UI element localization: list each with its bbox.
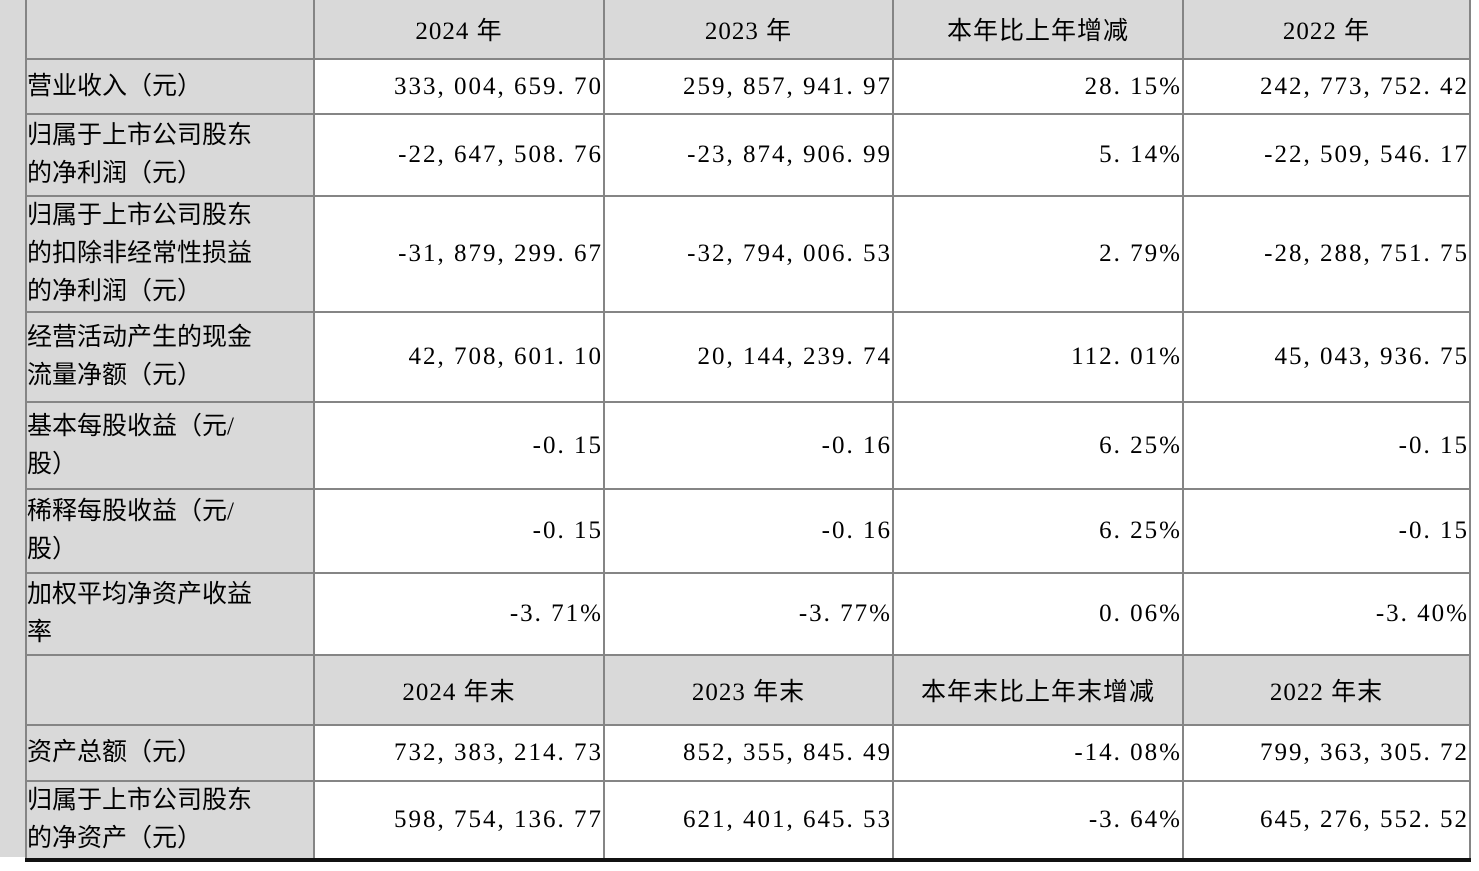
row-label-cell: 基本每股收益（元/ 股） bbox=[25, 401, 315, 490]
value-cell: 28. 15% bbox=[892, 58, 1184, 115]
value-cell: -0. 16 bbox=[603, 401, 894, 490]
value-cell: 732, 383, 214. 73 bbox=[313, 724, 605, 782]
value-cell: -3. 77% bbox=[603, 572, 894, 656]
value-cell: 112. 01% bbox=[892, 311, 1184, 403]
value-cell: 645, 276, 552. 52 bbox=[1182, 780, 1471, 862]
period-header-cell: 2022 年 bbox=[1182, 0, 1471, 60]
row-label-cell: 归属于上市公司股东 的净利润（元） bbox=[25, 113, 315, 197]
table-row: 加权平均净资产收益 率 -3. 71% -3. 77% 0. 06% -3. 40% bbox=[25, 572, 1471, 656]
period-header-row: 2024 年 2023 年本年比上年增减 2022 年 bbox=[25, 0, 1471, 60]
value-cell: -31, 879, 299. 67 bbox=[313, 195, 605, 313]
table-row: 资产总额（元） 732, 383, 214. 73 852, 355, 845. 4… bbox=[25, 724, 1471, 782]
value-cell: -0. 16 bbox=[603, 488, 894, 574]
value-cell: -0. 15 bbox=[1182, 488, 1471, 574]
value-cell: -0. 15 bbox=[313, 488, 605, 574]
value-cell: 621, 401, 645. 53 bbox=[603, 780, 894, 862]
table-row: 基本每股收益（元/ 股） -0. 15 -0. 16 6. 25% -0. 15 bbox=[25, 401, 1471, 490]
header-spacer-cell bbox=[25, 654, 315, 726]
value-cell: 5. 14% bbox=[892, 113, 1184, 197]
row-label-cell: 营业收入（元） bbox=[25, 58, 315, 115]
value-cell: 6. 25% bbox=[892, 488, 1184, 574]
value-cell: 20, 144, 239. 74 bbox=[603, 311, 894, 403]
value-cell: -3. 64% bbox=[892, 780, 1184, 862]
value-cell: -32, 794, 006. 53 bbox=[603, 195, 894, 313]
value-cell: 6. 25% bbox=[892, 401, 1184, 490]
row-label-cell: 加权平均净资产收益 率 bbox=[25, 572, 315, 656]
period-header-cell: 2023 年末 bbox=[603, 654, 894, 726]
value-cell: 598, 754, 136. 77 bbox=[313, 780, 605, 862]
table-row: 稀释每股收益（元/ 股） -0. 15 -0. 16 6. 25% -0. 15 bbox=[25, 488, 1471, 574]
period-header-cell: 2024 年 bbox=[313, 0, 605, 60]
table-row: 归属于上市公司股东 的净利润（元） -22, 647, 508. 76 -23, 8… bbox=[25, 113, 1471, 197]
value-cell: 333, 004, 659. 70 bbox=[313, 58, 605, 115]
value-cell: 42, 708, 601. 10 bbox=[313, 311, 605, 403]
value-cell: 242, 773, 752. 42 bbox=[1182, 58, 1471, 115]
value-cell: -0. 15 bbox=[1182, 401, 1471, 490]
financial-table-body: 2024 年 2023 年本年比上年增减 2022 年营业收入（元） 333, 004… bbox=[25, 0, 1471, 862]
value-cell: 799, 363, 305. 72 bbox=[1182, 724, 1471, 782]
table-row: 归属于上市公司股东 的扣除非经常性损益 的净利润（元） -31, 879, 299… bbox=[25, 195, 1471, 313]
period-header-cell: 2024 年末 bbox=[313, 654, 605, 726]
value-cell: 259, 857, 941. 97 bbox=[603, 58, 894, 115]
value-cell: 852, 355, 845. 49 bbox=[603, 724, 894, 782]
table-row: 经营活动产生的现金 流量净额（元） 42, 708, 601. 10 20, 144… bbox=[25, 311, 1471, 403]
table-row: 营业收入（元） 333, 004, 659. 70 259, 857, 941. 9… bbox=[25, 58, 1471, 115]
value-cell: -23, 874, 906. 99 bbox=[603, 113, 894, 197]
value-cell: -3. 71% bbox=[313, 572, 605, 656]
period-header-cell: 本年末比上年末增减 bbox=[892, 654, 1184, 726]
row-label-cell: 稀释每股收益（元/ 股） bbox=[25, 488, 315, 574]
value-cell: 2. 79% bbox=[892, 195, 1184, 313]
period-header-cell: 本年比上年增减 bbox=[892, 0, 1184, 60]
row-label-cell: 经营活动产生的现金 流量净额（元） bbox=[25, 311, 315, 403]
row-label-cell: 归属于上市公司股东 的净资产（元） bbox=[25, 780, 315, 862]
value-cell: -14. 08% bbox=[892, 724, 1184, 782]
period-header-cell: 2022 年末 bbox=[1182, 654, 1471, 726]
period-header-row: 2024 年末 2023 年末 本年末比上年末增减 2022 年末 bbox=[25, 654, 1471, 726]
header-spacer-cell bbox=[25, 0, 315, 60]
value-cell: -3. 40% bbox=[1182, 572, 1471, 656]
financial-summary-table: 2024 年 2023 年本年比上年增减 2022 年营业收入（元） 333, 004… bbox=[25, 0, 1471, 862]
value-cell: -28, 288, 751. 75 bbox=[1182, 195, 1471, 313]
value-cell: -22, 509, 546. 17 bbox=[1182, 113, 1471, 197]
left-cutoff-strip bbox=[0, 0, 25, 857]
row-label-cell: 资产总额（元） bbox=[25, 724, 315, 782]
value-cell: 0. 06% bbox=[892, 572, 1184, 656]
value-cell: 45, 043, 936. 75 bbox=[1182, 311, 1471, 403]
table-row: 归属于上市公司股东 的净资产（元） 598, 754, 136. 77 621, 4… bbox=[25, 780, 1471, 862]
value-cell: -22, 647, 508. 76 bbox=[313, 113, 605, 197]
period-header-cell: 2023 年 bbox=[603, 0, 894, 60]
row-label-cell: 归属于上市公司股东 的扣除非经常性损益 的净利润（元） bbox=[25, 195, 315, 313]
value-cell: -0. 15 bbox=[313, 401, 605, 490]
